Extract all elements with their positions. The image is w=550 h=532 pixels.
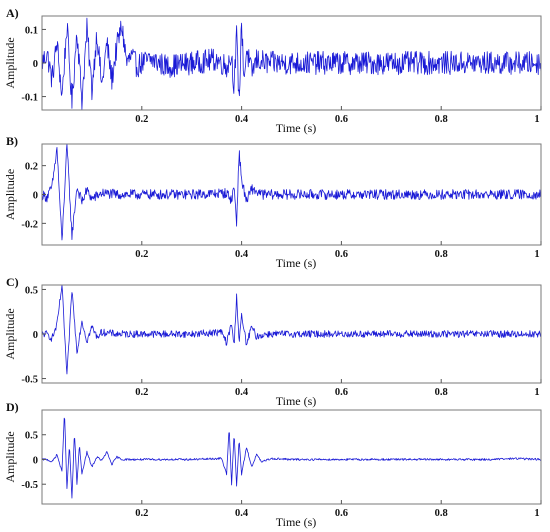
x-axis-label: Time (s) (276, 121, 317, 135)
signal-line (41, 284, 542, 375)
x-tick-label: 1 (534, 249, 539, 260)
signal-line (41, 17, 542, 110)
x-tick-label: 0.8 (435, 114, 448, 125)
x-tick-label: 0.2 (135, 387, 148, 398)
x-tick-label: 0.2 (135, 508, 148, 519)
y-tick-label: 0 (33, 59, 38, 70)
x-tick-label: 0.4 (235, 114, 249, 125)
x-tick-label: 0.6 (335, 114, 348, 125)
x-tick-label: 0.4 (235, 387, 249, 398)
x-axis-label: Time (s) (276, 515, 317, 529)
x-tick-label: 0.4 (235, 249, 249, 260)
panel-d: 0.2 0.4 0.6 0.8 1 0.5 0 -0.5 Time (s) Amplitude D) (3, 400, 542, 529)
x-axis-label: Time (s) (276, 394, 317, 408)
panel-label: B) (6, 134, 18, 148)
x-tick-label: 0.8 (435, 508, 448, 519)
panel-a: 0.2 0.4 0.6 0.8 1 0.1 0 -0.1 Time (s) Amplitude A) (3, 6, 542, 135)
panel-label: C) (6, 275, 19, 289)
plot-frame (41, 409, 542, 505)
y-tick-label: 0.1 (25, 25, 38, 36)
panel-label: D) (6, 400, 19, 414)
y-tick-label: -0.2 (21, 219, 38, 230)
panel-b: 0.2 0.4 0.6 0.8 1 0.2 0 -0.2 Time (s) Amplitude B) (3, 134, 542, 270)
x-tick-label: 0.6 (335, 508, 348, 519)
x-axis-label: Time (s) (276, 256, 317, 270)
y-axis-label: Amplitude (3, 37, 17, 88)
y-tick-label: 0.5 (25, 431, 38, 442)
x-tick-label: 0.4 (235, 508, 249, 519)
y-tick-label: 0.2 (25, 162, 38, 173)
y-tick-label: 0.5 (25, 285, 38, 296)
signal-line (41, 143, 542, 241)
y-tick-label: 0 (33, 330, 38, 341)
x-tick-label: 0.8 (435, 387, 448, 398)
x-tick-label: 0.6 (335, 387, 348, 398)
x-tick-label: 1 (534, 508, 539, 519)
x-tick-label: 0.2 (135, 249, 148, 260)
x-tick-label: 1 (534, 114, 539, 125)
y-tick-label: -0.5 (21, 480, 38, 491)
y-tick-label: 0 (33, 455, 38, 466)
x-tick-label: 0.2 (135, 114, 148, 125)
panel-label: A) (6, 6, 19, 20)
y-tick-label: -0.5 (21, 375, 38, 386)
y-axis-label: Amplitude (3, 308, 17, 359)
panel-c: 0.2 0.4 0.6 0.8 1 0.5 0 -0.5 Time (s) Amplitude C) (3, 275, 542, 408)
x-tick-label: 0.6 (335, 249, 348, 260)
y-tick-label: -0.1 (21, 93, 38, 104)
signal-line (41, 417, 542, 499)
x-tick-label: 0.8 (435, 249, 448, 260)
x-tick-label: 1 (534, 387, 539, 398)
y-axis-label: Amplitude (3, 431, 17, 482)
y-axis-label: Amplitude (3, 169, 17, 220)
y-tick-label: 0 (33, 191, 38, 202)
